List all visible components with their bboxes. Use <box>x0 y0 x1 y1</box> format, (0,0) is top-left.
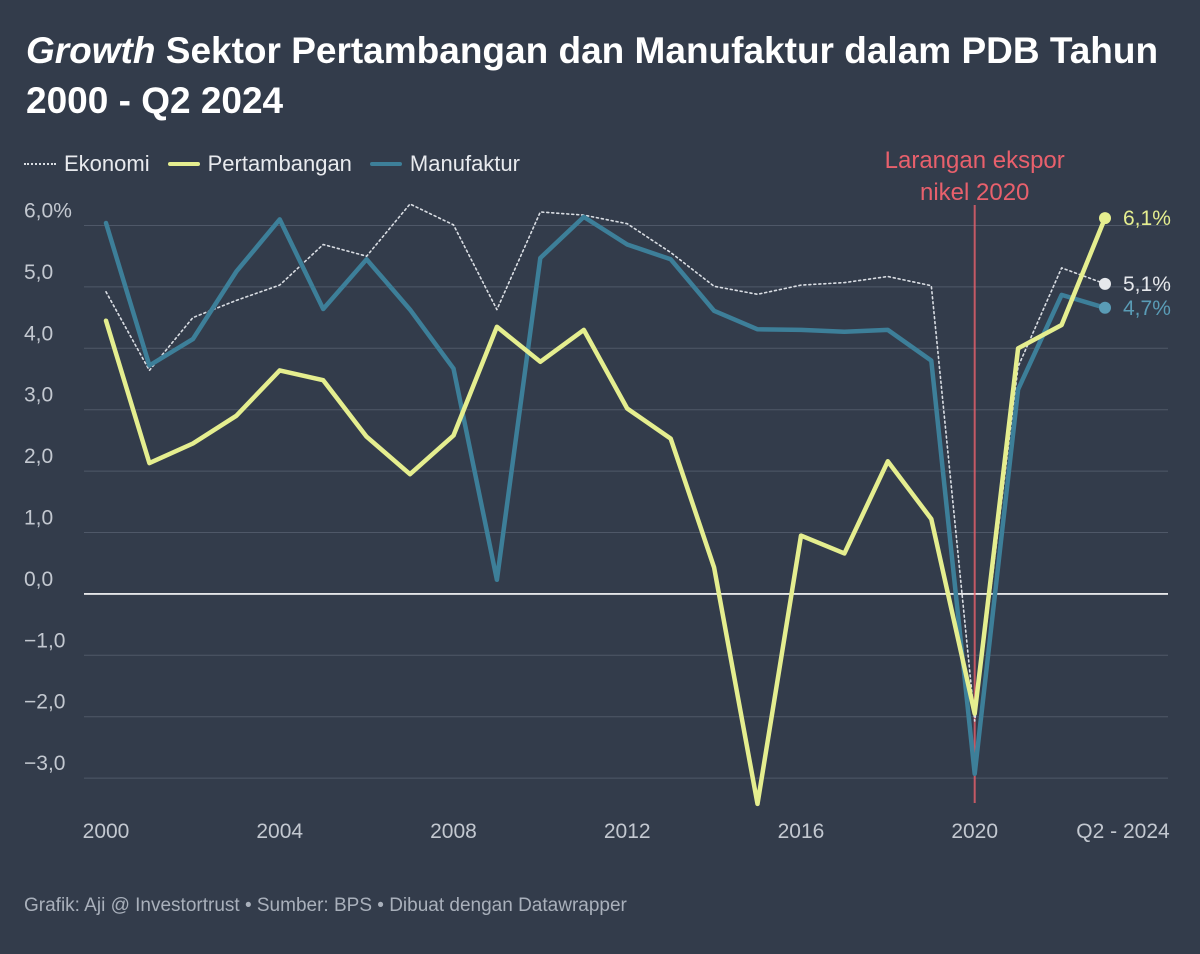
x-tick-label-1: 2004 <box>256 820 303 843</box>
end-dot-manufaktur <box>1099 301 1111 314</box>
chart-title-italic: Growth <box>26 30 156 71</box>
footer-credits: Grafik: Aji @ Investortrust • Sumber: BP… <box>24 895 627 916</box>
y-tick-label-8: −2,0 <box>24 691 65 714</box>
end-dot-ekonomi <box>1099 277 1111 290</box>
series-line-ekonomi <box>105 203 1106 722</box>
annotation-text-line2: nikel 2020 <box>920 179 1029 206</box>
legend-item-ekonomi: Ekonomi <box>24 151 150 177</box>
end-dot-pertambangan <box>1099 212 1111 225</box>
legend-item-manufaktur: Manufaktur <box>369 151 520 177</box>
y-tick-label-1: 5,0 <box>24 261 53 284</box>
series-line-manufaktur <box>103 214 1108 777</box>
x-tick-label-2: 2008 <box>430 820 477 843</box>
y-tick-label-9: −3,0 <box>24 752 65 775</box>
legend-label-pertambangan: Pertambangan <box>207 151 352 176</box>
legend-swatch-manufaktur <box>369 162 402 166</box>
y-tick-label-7: −1,0 <box>24 629 65 652</box>
y-tick-label-6: 0,0 <box>24 568 53 591</box>
annotation-text-line1: Larangan ekspor <box>885 147 1065 174</box>
legend: Ekonomi Pertambangan Manufaktur <box>24 150 538 178</box>
legend-swatch-ekonomi <box>24 163 56 165</box>
legend-swatch-pertambangan <box>167 162 200 166</box>
x-tick-label-3: 2012 <box>604 820 651 843</box>
series-line-pertambangan <box>103 215 1108 807</box>
x-tick-label-6: Q2 - 2024 <box>1076 820 1170 843</box>
x-tick-label-0: 2000 <box>83 820 130 843</box>
chart-title-rest: Sektor Pertambangan dan Manufaktur dalam… <box>26 30 1159 121</box>
y-tick-label-4: 2,0 <box>24 445 53 468</box>
legend-item-pertambangan: Pertambangan <box>167 151 352 177</box>
x-tick-label-4: 2016 <box>778 820 825 843</box>
y-tick-label-3: 3,0 <box>24 384 53 407</box>
y-tick-label-0: 6,0% <box>24 200 72 223</box>
legend-label-manufaktur: Manufaktur <box>409 151 520 176</box>
y-tick-label-5: 1,0 <box>24 507 53 530</box>
end-label-manufaktur: 4,7% <box>1123 297 1171 320</box>
end-label-ekonomi: 5,1% <box>1123 273 1171 296</box>
legend-label-ekonomi: Ekonomi <box>64 151 150 176</box>
y-tick-label-2: 4,0 <box>24 322 53 345</box>
end-label-pertambangan: 6,1% <box>1123 207 1171 230</box>
x-tick-label-5: 2020 <box>951 820 998 843</box>
chart-title: Growth Sektor Pertambangan dan Manufaktu… <box>26 26 1186 126</box>
